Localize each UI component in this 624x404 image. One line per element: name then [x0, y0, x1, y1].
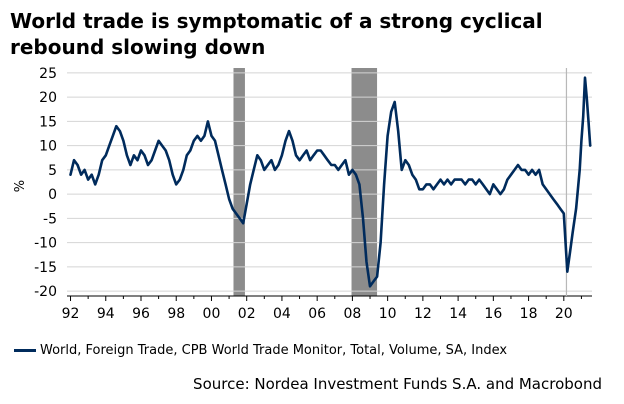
y-tick-label-10: 10 — [39, 139, 57, 155]
legend: World, Foreign Trade, CPB World Trade Mo… — [14, 343, 507, 358]
legend-label: World, Foreign Trade, CPB World Trade Mo… — [40, 343, 508, 358]
x-tick-label-18: 18 — [520, 306, 538, 322]
chart-title-line-2: rebound slowing down — [10, 35, 266, 59]
series-line-0 — [69, 76, 592, 288]
y-tick-label--10: -10 — [34, 236, 57, 252]
gridlines — [67, 72, 592, 292]
x-tick-label-00: 00 — [203, 306, 221, 322]
y-tick-label-5: 5 — [48, 163, 57, 179]
y-tick-label-20: 20 — [39, 90, 57, 106]
x-axis: 92 94 96 98 00 02 04 06 08 10 12 14 16 18 20 — [62, 295, 592, 322]
x-tick-label-14: 14 — [449, 306, 467, 322]
y-tick-label--20: -20 — [34, 284, 57, 300]
legend-swatch — [14, 349, 36, 352]
x-tick-label-98: 98 — [167, 306, 185, 322]
x-tick-label-16: 16 — [484, 306, 502, 322]
x-tick-label-96: 96 — [132, 306, 150, 322]
chart-title-line-1: World trade is symptomatic of a strong c… — [10, 9, 543, 33]
y-tick-label-25: 25 — [39, 66, 57, 82]
recession-band-0 — [233, 68, 245, 296]
x-tick-label-10: 10 — [379, 306, 397, 322]
y-tick-label--15: -15 — [34, 260, 57, 276]
source-note: Source: Nordea Investment Funds S.A. and… — [193, 375, 602, 393]
x-tick-label-94: 94 — [97, 306, 115, 322]
recession-band-1 — [351, 68, 378, 296]
x-tick-label-02: 02 — [238, 306, 256, 322]
x-tick-label-08: 08 — [343, 306, 361, 322]
series-group — [69, 76, 592, 288]
x-tick-label-06: 06 — [308, 306, 326, 322]
x-tick-label-92: 92 — [62, 306, 80, 322]
y-tick-label--5: -5 — [43, 211, 57, 227]
y-axis: 25 20 15 10 5 0 -5 -10 -15 -20 — [34, 66, 57, 300]
x-tick-label-12: 12 — [414, 306, 432, 322]
y-tick-label-0: 0 — [48, 187, 57, 203]
recession-bands — [233, 68, 378, 296]
x-tick-label-20: 20 — [555, 306, 573, 322]
x-tick-label-04: 04 — [273, 306, 291, 322]
y-tick-label-15: 15 — [39, 114, 57, 130]
chart-title: World trade is symptomatic of a strong c… — [10, 8, 614, 60]
y-axis-label: % — [13, 180, 28, 192]
